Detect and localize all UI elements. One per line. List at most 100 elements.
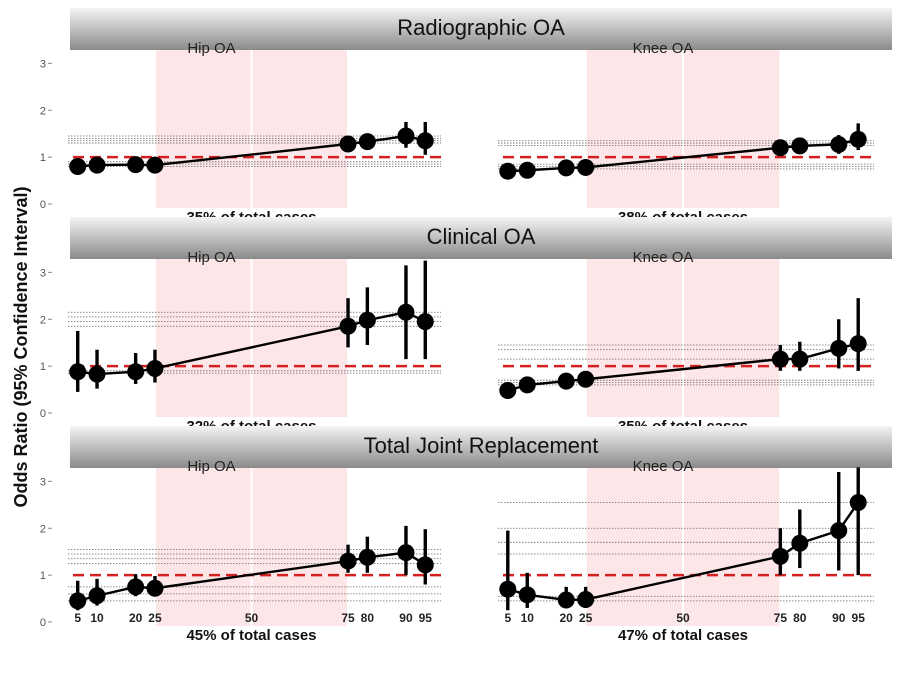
- panel-label: Hip OA: [187, 40, 235, 57]
- panel-1: Knee OA35% of total cases: [498, 249, 874, 435]
- data-point: [416, 132, 434, 150]
- x-tick-label: 75: [774, 611, 788, 625]
- data-point: [771, 350, 789, 368]
- panel-1: Knee OA38% of total cases: [498, 40, 874, 226]
- data-point: [146, 359, 164, 377]
- data-point: [830, 135, 848, 153]
- y-tick-label: 3: [40, 267, 46, 279]
- x-tick-label: 25: [579, 611, 593, 625]
- x-tick-label: 80: [361, 611, 375, 625]
- data-point: [146, 156, 164, 174]
- x-tick-label: 95: [419, 611, 433, 625]
- y-tick-label: 1: [40, 152, 46, 164]
- y-tick-label: 0: [40, 408, 46, 420]
- data-point: [791, 534, 809, 552]
- data-point: [577, 591, 595, 608]
- panel-label: Knee OA: [633, 249, 694, 266]
- facet-title: Clinical OA: [427, 224, 536, 249]
- x-tick-label: 50: [245, 611, 259, 625]
- x-tick-label: 5: [74, 611, 81, 625]
- data-point: [127, 578, 145, 596]
- data-point: [146, 579, 164, 597]
- chart-rows: Radiographic OA 0 1 2 3 Hip OA35% of total ca…: [40, 8, 892, 644]
- data-point: [518, 161, 536, 179]
- data-point: [557, 372, 575, 390]
- data-point: [499, 580, 517, 598]
- data-point: [339, 317, 357, 335]
- x-tick-label: 50: [676, 611, 690, 625]
- panel-label: Knee OA: [633, 458, 694, 475]
- facet-strip: [70, 426, 892, 468]
- data-point: [771, 139, 789, 157]
- chart-row: Clinical OA 0 1 2 3 Hip OA32% of total cases K…: [40, 217, 892, 435]
- cases-caption: 45% of total cases: [186, 627, 316, 644]
- y-tick-label: 0: [40, 199, 46, 211]
- data-point: [499, 162, 517, 180]
- data-point: [397, 544, 415, 562]
- y-tick-label: 2: [40, 105, 46, 117]
- x-tick-label: 20: [560, 611, 574, 625]
- data-point: [69, 158, 87, 175]
- data-point: [557, 159, 575, 177]
- y-tick-label: 1: [40, 570, 46, 582]
- data-point: [397, 127, 415, 145]
- data-point: [127, 156, 145, 174]
- y-tick-label: 3: [40, 476, 46, 488]
- data-point: [69, 592, 87, 610]
- facet-title: Radiographic OA: [397, 15, 565, 40]
- data-point: [416, 313, 434, 331]
- data-point: [791, 137, 809, 155]
- x-tick-label: 90: [832, 611, 846, 625]
- panel-0: Hip OA 45% of total cases 5 10 20 25 50 75 80 90 9…: [68, 458, 441, 644]
- y-tick-label: 2: [40, 523, 46, 535]
- data-point: [397, 303, 415, 321]
- panel-label: Hip OA: [187, 249, 235, 266]
- data-point: [339, 552, 357, 570]
- data-point: [339, 135, 357, 153]
- panel-1: Knee OA 47% of total cases 5 10 20 25 50 75 80 90…: [498, 458, 874, 644]
- data-point: [577, 158, 595, 176]
- data-point: [830, 522, 848, 540]
- data-point: [416, 556, 434, 574]
- cases-caption: 47% of total cases: [618, 627, 748, 644]
- x-tick-label: 90: [399, 611, 413, 625]
- data-point: [849, 493, 867, 511]
- panel-0: Hip OA32% of total cases: [68, 249, 441, 435]
- y-tick-label: 2: [40, 314, 46, 326]
- chart-row: Total Joint Replacement 0 1 2 3 Hip OA 45% of …: [40, 426, 892, 644]
- data-point: [88, 587, 106, 605]
- data-point: [849, 335, 867, 353]
- y-tick-label: 0: [40, 617, 46, 629]
- data-point: [127, 363, 145, 381]
- data-point: [69, 363, 87, 381]
- facet-strip: [70, 217, 892, 259]
- data-point: [518, 586, 536, 604]
- x-tick-label: 95: [852, 611, 866, 625]
- data-point: [771, 547, 789, 565]
- data-point: [577, 370, 595, 388]
- panel-0: Hip OA35% of total cases: [68, 40, 441, 226]
- x-tick-label: 75: [341, 611, 355, 625]
- data-point: [791, 350, 809, 368]
- data-point: [849, 130, 867, 148]
- data-point: [358, 311, 376, 329]
- x-tick-label: 5: [504, 611, 511, 625]
- data-point: [518, 376, 536, 394]
- data-point: [88, 156, 106, 174]
- y-tick-label: 3: [40, 58, 46, 70]
- data-point: [358, 133, 376, 151]
- panel-label: Hip OA: [187, 458, 235, 475]
- facet-title: Total Joint Replacement: [364, 433, 599, 458]
- data-point: [557, 591, 575, 609]
- data-point: [88, 365, 106, 383]
- x-tick-label: 10: [521, 611, 535, 625]
- x-tick-label: 20: [129, 611, 143, 625]
- data-point: [830, 339, 848, 357]
- facet-strip: [70, 8, 892, 50]
- y-axis-label: Odds Ratio (95% Confidence Interval): [11, 186, 31, 507]
- x-tick-label: 25: [148, 611, 162, 625]
- data-point: [499, 382, 517, 399]
- x-tick-label: 80: [793, 611, 807, 625]
- chart-row: Radiographic OA 0 1 2 3 Hip OA35% of total ca…: [40, 8, 892, 226]
